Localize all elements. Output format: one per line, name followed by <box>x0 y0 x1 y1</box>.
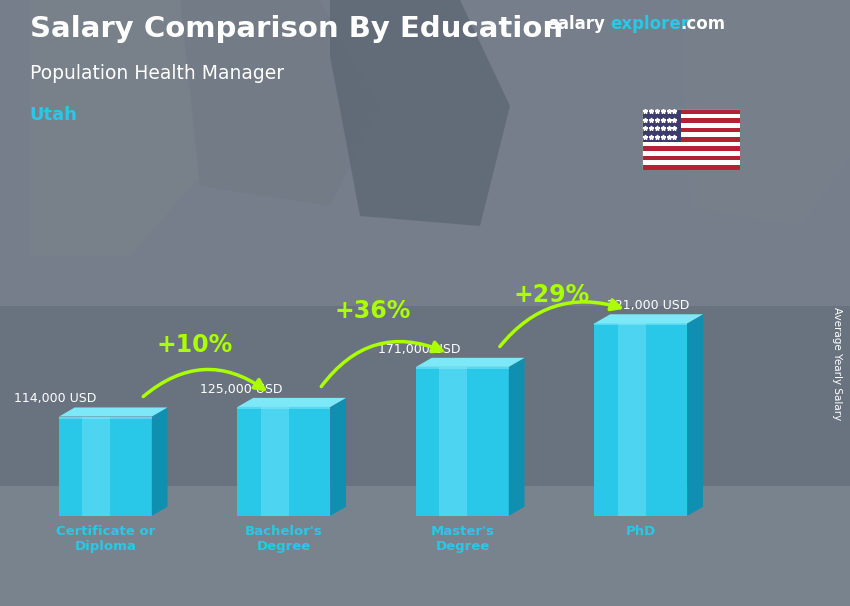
Text: Certificate or
Diploma: Certificate or Diploma <box>56 525 155 553</box>
Polygon shape <box>237 407 331 516</box>
Text: +10%: +10% <box>156 333 233 357</box>
Polygon shape <box>688 315 703 516</box>
Polygon shape <box>509 358 524 516</box>
Polygon shape <box>59 407 167 416</box>
Text: Master's
Degree: Master's Degree <box>430 525 495 553</box>
Bar <box>642 114 740 118</box>
Polygon shape <box>261 407 288 516</box>
Bar <box>642 118 740 123</box>
Polygon shape <box>416 358 524 367</box>
Bar <box>642 132 740 137</box>
Bar <box>642 142 740 147</box>
Polygon shape <box>416 367 509 369</box>
Polygon shape <box>59 416 152 516</box>
Text: 221,000 USD: 221,000 USD <box>607 299 689 312</box>
Text: Population Health Manager: Population Health Manager <box>30 64 284 82</box>
Polygon shape <box>237 407 331 409</box>
Bar <box>642 137 740 142</box>
Bar <box>642 161 740 165</box>
Polygon shape <box>152 407 167 516</box>
Bar <box>0 0 850 306</box>
Bar <box>0 486 850 606</box>
Bar <box>642 123 740 128</box>
Text: 171,000 USD: 171,000 USD <box>378 342 461 356</box>
Text: Utah: Utah <box>30 106 77 124</box>
Polygon shape <box>330 0 510 226</box>
FancyArrowPatch shape <box>500 300 620 347</box>
Bar <box>642 109 740 114</box>
Polygon shape <box>439 367 467 516</box>
Polygon shape <box>331 398 346 516</box>
Bar <box>642 109 681 142</box>
Text: PhD: PhD <box>626 525 656 538</box>
Bar <box>642 147 740 151</box>
Polygon shape <box>594 315 703 324</box>
Polygon shape <box>680 0 850 226</box>
Text: explorer: explorer <box>610 15 689 33</box>
Polygon shape <box>416 367 509 516</box>
Polygon shape <box>59 416 152 419</box>
Text: 114,000 USD: 114,000 USD <box>14 392 97 405</box>
Bar <box>642 156 740 161</box>
Text: Average Yearly Salary: Average Yearly Salary <box>832 307 842 420</box>
Text: Bachelor's
Degree: Bachelor's Degree <box>245 525 323 553</box>
Polygon shape <box>618 324 645 516</box>
Text: +29%: +29% <box>513 283 590 307</box>
Polygon shape <box>594 324 688 325</box>
Polygon shape <box>82 416 110 516</box>
Text: salary: salary <box>548 15 605 33</box>
Polygon shape <box>30 0 200 256</box>
Text: 125,000 USD: 125,000 USD <box>200 382 282 396</box>
Text: Salary Comparison By Education: Salary Comparison By Education <box>30 15 563 43</box>
Bar <box>0 306 850 606</box>
Bar <box>642 165 740 170</box>
Polygon shape <box>180 0 380 206</box>
Bar <box>642 151 740 156</box>
Polygon shape <box>237 398 346 407</box>
FancyArrowPatch shape <box>143 370 264 396</box>
Polygon shape <box>594 324 688 516</box>
Bar <box>642 128 740 132</box>
Text: .com: .com <box>680 15 725 33</box>
Text: +36%: +36% <box>335 299 411 323</box>
FancyArrowPatch shape <box>321 342 442 387</box>
